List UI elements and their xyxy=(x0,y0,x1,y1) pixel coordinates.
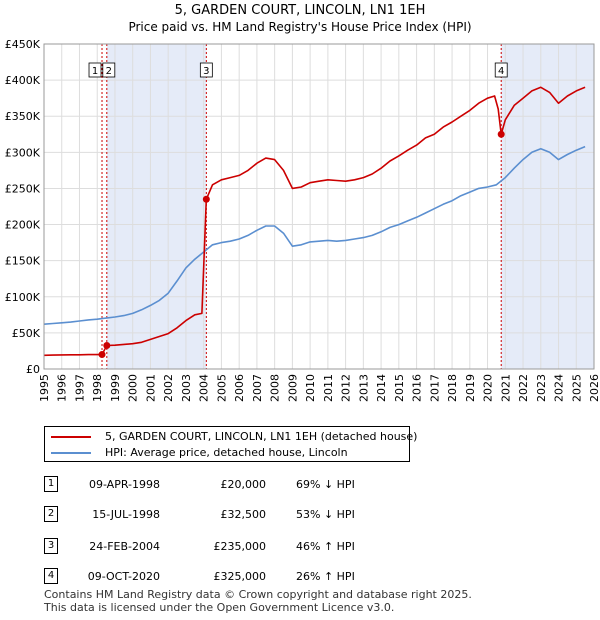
x-tick-label: 1998 xyxy=(91,374,104,402)
sale-price: £325,000 xyxy=(213,570,267,583)
y-tick-label: £50K xyxy=(12,327,41,340)
sale-point xyxy=(98,351,106,359)
sale-price: £32,500 xyxy=(220,508,267,521)
sale-row: 3 24-FEB-2004 £235,000 46% ↑ HPI xyxy=(0,536,600,558)
x-tick-label: 2020 xyxy=(482,374,495,402)
x-tick-label: 1996 xyxy=(56,374,69,402)
x-tick-label: 2018 xyxy=(446,374,459,402)
x-tick-label: 2024 xyxy=(553,374,566,402)
sale-label-box xyxy=(102,62,116,78)
x-tick-label: 2017 xyxy=(428,374,441,402)
ownership-shade xyxy=(106,44,207,369)
series-line xyxy=(43,86,586,357)
y-tick-label: £100K xyxy=(5,291,41,304)
x-tick-label: 2010 xyxy=(304,374,317,402)
plot-frame xyxy=(43,43,595,370)
sale-hpi-diff: 46% ↑ HPI xyxy=(296,540,355,553)
sale-row: 2 15-JUL-1998 £32,500 53% ↓ HPI xyxy=(0,504,600,526)
x-tick-label: 2007 xyxy=(251,374,264,402)
sale-point xyxy=(202,195,210,203)
x-tick-label: 2016 xyxy=(411,374,424,402)
sale-label: 2 xyxy=(106,66,112,77)
sale-row: 1 09-APR-1998 £20,000 69% ↓ HPI xyxy=(0,474,600,496)
sale-price: £20,000 xyxy=(220,478,267,491)
sale-number: 1 xyxy=(44,476,58,492)
ownership-shade xyxy=(501,44,594,369)
x-tick-label: 2011 xyxy=(322,374,335,402)
sale-label: 1 xyxy=(92,66,98,77)
x-tick-label: 2014 xyxy=(375,374,388,402)
sale-number: 3 xyxy=(44,538,58,554)
x-tick-label: 2015 xyxy=(393,374,406,402)
x-tick-label: 2004 xyxy=(198,374,211,402)
sale-point xyxy=(103,342,111,350)
sale-number: 4 xyxy=(44,568,58,584)
chart-title: 5, GARDEN COURT, LINCOLN, LN1 1EH xyxy=(174,3,426,18)
legend-label-hpi: HPI: Average price, detached house, Linc… xyxy=(105,446,348,459)
sale-date: 15-JUL-1998 xyxy=(92,508,160,521)
x-tick-label: 2012 xyxy=(340,374,353,402)
y-tick-label: £400K xyxy=(5,74,41,87)
series-line xyxy=(43,145,586,325)
y-tick-label: £250K xyxy=(5,182,41,195)
x-tick-label: 2001 xyxy=(144,374,157,402)
legend-swatch-hpi xyxy=(51,452,91,454)
sale-row: 4 09-OCT-2020 £325,000 26% ↑ HPI xyxy=(0,566,600,588)
sale-label-box xyxy=(494,62,508,78)
x-tick-label: 2013 xyxy=(357,374,370,402)
sale-number: 2 xyxy=(44,506,58,522)
x-tick-label: 2021 xyxy=(499,374,512,402)
y-tick-label: £150K xyxy=(5,255,41,268)
sale-hpi-diff: 26% ↑ HPI xyxy=(296,570,355,583)
footer-licence: This data is licensed under the Open Gov… xyxy=(44,601,395,614)
x-tick-label: 2006 xyxy=(233,374,246,402)
y-tick-label: £0 xyxy=(26,363,40,376)
legend-swatch-property xyxy=(51,436,91,438)
x-tick-label: 2005 xyxy=(215,374,228,402)
sale-hpi-diff: 53% ↓ HPI xyxy=(296,508,355,521)
footer-copyright: Contains HM Land Registry data © Crown c… xyxy=(44,588,472,601)
sale-price: £235,000 xyxy=(213,540,267,553)
y-tick-label: £350K xyxy=(5,110,41,123)
x-tick-label: 1997 xyxy=(73,374,86,402)
sale-label-box xyxy=(88,62,102,78)
x-tick-label: 2003 xyxy=(180,374,193,402)
sale-label: 3 xyxy=(203,66,209,77)
sale-hpi-diff: 69% ↓ HPI xyxy=(296,478,355,491)
sale-date: 09-APR-1998 xyxy=(88,478,160,491)
x-tick-label: 1999 xyxy=(109,374,122,402)
chart-subtitle: Price paid vs. HM Land Registry's House … xyxy=(128,20,472,34)
x-tick-label: 2008 xyxy=(269,374,282,402)
sale-point xyxy=(497,130,505,138)
legend: 5, GARDEN COURT, LINCOLN, LN1 1EH (detac… xyxy=(44,426,417,462)
legend-label-property: 5, GARDEN COURT, LINCOLN, LN1 1EH (detac… xyxy=(105,430,418,443)
y-tick-label: £200K xyxy=(5,219,41,232)
x-tick-label: 2026 xyxy=(588,374,600,402)
x-tick-label: 2022 xyxy=(517,374,530,402)
x-tick-label: 2023 xyxy=(535,374,548,402)
y-tick-label: £450K xyxy=(5,38,41,51)
x-tick-label: 1995 xyxy=(38,374,51,402)
x-tick-label: 2019 xyxy=(464,374,477,402)
sale-label-box xyxy=(199,62,213,78)
sale-label: 4 xyxy=(498,66,504,77)
y-tick-label: £300K xyxy=(5,146,41,159)
x-tick-label: 2000 xyxy=(127,374,140,402)
x-tick-label: 2002 xyxy=(162,374,175,402)
x-tick-label: 2009 xyxy=(286,374,299,402)
sale-date: 09-OCT-2020 xyxy=(87,570,160,583)
x-tick-label: 2025 xyxy=(570,374,583,402)
sale-date: 24-FEB-2004 xyxy=(89,540,160,553)
price-chart: 1 2 3 4 £0 £50K £100K £150K £200K £250K £300K £350K… xyxy=(5,38,600,402)
